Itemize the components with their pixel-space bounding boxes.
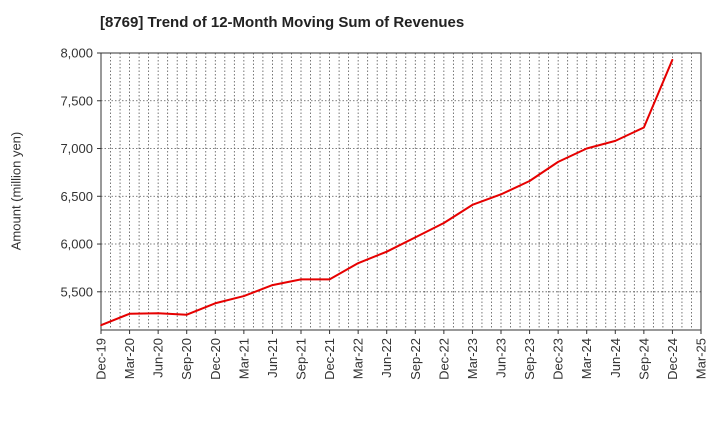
x-tick-label: Jun-24 — [608, 338, 623, 378]
x-tick-label: Mar-25 — [694, 338, 709, 379]
y-tick-label: 6,000 — [60, 237, 93, 252]
x-tick-label: Jun-22 — [379, 338, 394, 378]
x-tick-label: Mar-23 — [465, 338, 480, 379]
data-point — [157, 312, 159, 315]
data-point — [385, 250, 388, 253]
chart-title: [8769] Trend of 12-Month Moving Sum of R… — [100, 14, 465, 31]
data-point — [528, 180, 531, 182]
x-tick-label: Sep-20 — [179, 338, 194, 380]
x-tick-label: Dec-24 — [665, 338, 680, 380]
data-point — [214, 302, 217, 305]
x-tick-labels: Dec-19 Mar-20 Jun-20 Sep-20 Dec-20 Mar-21 Jun-… — [94, 330, 709, 380]
x-tick-label: Mar-21 — [236, 338, 251, 379]
x-tick-label: Dec-20 — [208, 338, 223, 380]
plot-frame — [100, 52, 702, 331]
x-tick-label: Sep-21 — [294, 338, 309, 380]
x-tick-label: Dec-19 — [94, 338, 109, 380]
data-point — [328, 278, 331, 281]
data-point — [443, 222, 445, 224]
x-tick-label: Dec-23 — [551, 338, 566, 380]
y-tick-label: 7,500 — [60, 93, 93, 108]
data-point — [357, 262, 359, 264]
data-point — [300, 278, 302, 281]
x-tick-label: Dec-22 — [436, 338, 451, 380]
data-point — [671, 58, 674, 61]
series — [100, 58, 674, 327]
y-tick-labels: 5,500 6,000 6,500 7,000 7,500 8,000 — [60, 46, 101, 299]
x-tick-label: Jun-23 — [494, 338, 509, 378]
data-point — [414, 236, 417, 239]
data-point — [471, 204, 474, 206]
y-tick-label: 6,500 — [60, 189, 93, 204]
x-tick-label: Sep-23 — [522, 338, 537, 380]
x-tick-label: Jun-21 — [265, 338, 280, 378]
data-point — [271, 284, 274, 286]
y-tick-label: 5,500 — [60, 284, 93, 299]
data-point — [185, 313, 188, 316]
data-point — [128, 312, 131, 315]
x-tick-label: Sep-22 — [408, 338, 423, 380]
x-tick-label: Sep-24 — [636, 338, 651, 380]
gridlines — [101, 52, 701, 330]
data-point — [243, 295, 245, 297]
y-tick-label: 8,000 — [60, 46, 93, 61]
data-point — [500, 193, 502, 196]
data-point — [100, 324, 102, 327]
data-point — [585, 147, 588, 150]
y-tick-label: 7,000 — [60, 141, 93, 156]
x-tick-label: Mar-24 — [579, 338, 594, 379]
data-point — [557, 161, 559, 163]
data-point — [614, 140, 617, 142]
x-tick-label: Dec-21 — [322, 338, 337, 380]
data-point — [643, 126, 645, 129]
x-tick-label: Jun-20 — [151, 338, 166, 378]
x-tick-label: Mar-20 — [122, 338, 137, 379]
x-tick-label: Mar-22 — [351, 338, 366, 379]
